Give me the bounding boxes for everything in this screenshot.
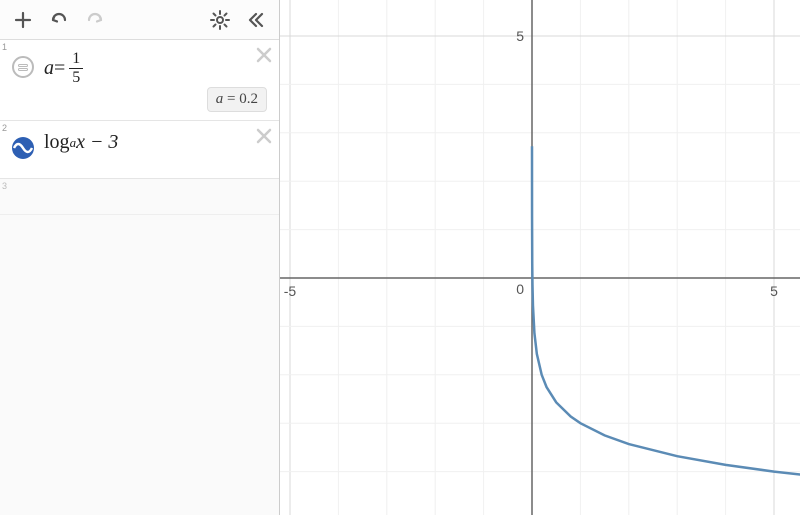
value-badge: a = 0.2: [207, 87, 267, 112]
add-button[interactable]: [6, 3, 40, 37]
curve-visibility-icon[interactable]: [10, 135, 36, 161]
plus-icon: [14, 11, 32, 29]
redo-button[interactable]: [78, 3, 112, 37]
undo-icon: [49, 10, 69, 30]
svg-text:0: 0: [516, 281, 524, 297]
settings-button[interactable]: [203, 3, 237, 37]
collapse-button[interactable]: [239, 3, 273, 37]
undo-button[interactable]: [42, 3, 76, 37]
delete-button[interactable]: [255, 46, 273, 68]
row-index: 1: [2, 42, 7, 52]
close-icon: [255, 46, 273, 64]
expression-list: 1 a = 15 a = 0.2 2: [0, 40, 279, 515]
svg-text:-5: -5: [284, 283, 297, 299]
gear-icon: [210, 10, 230, 30]
svg-text:5: 5: [516, 28, 524, 44]
toolbar: [0, 0, 279, 40]
slider-icon[interactable]: [10, 54, 36, 80]
delete-button[interactable]: [255, 127, 273, 149]
graph-canvas: -55-550: [280, 0, 800, 515]
empty-expression-row[interactable]: 3: [0, 179, 279, 215]
row-index: 2: [2, 123, 7, 133]
expression-row[interactable]: 2 loga x − 3: [0, 121, 279, 179]
redo-icon: [85, 10, 105, 30]
expression-text: a = 15: [44, 50, 83, 86]
chevron-left-double-icon: [246, 10, 266, 30]
svg-text:5: 5: [770, 283, 778, 299]
graph-area[interactable]: -55-550: [280, 0, 800, 515]
expression-text: loga x − 3: [44, 131, 118, 154]
expression-sidebar: 1 a = 15 a = 0.2 2: [0, 0, 280, 515]
expression-row[interactable]: 1 a = 15 a = 0.2: [0, 40, 279, 121]
row-index: 3: [2, 181, 7, 191]
close-icon: [255, 127, 273, 145]
